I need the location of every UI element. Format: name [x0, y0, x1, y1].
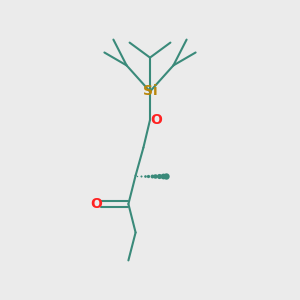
Text: O: O	[90, 197, 102, 211]
Text: Si: Si	[143, 84, 157, 98]
Text: O: O	[151, 113, 163, 127]
